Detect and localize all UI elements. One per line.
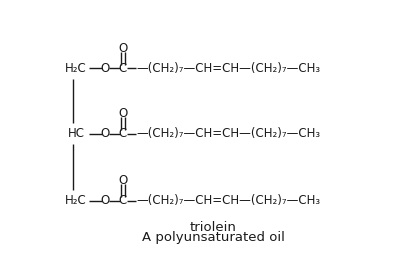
Text: C: C bbox=[119, 62, 127, 75]
Text: H₂C: H₂C bbox=[65, 194, 87, 207]
Text: O: O bbox=[101, 62, 110, 75]
Text: —(CH₂)₇—CH=CH—(CH₂)₇—CH₃: —(CH₂)₇—CH=CH—(CH₂)₇—CH₃ bbox=[136, 127, 321, 140]
Text: O: O bbox=[101, 127, 110, 140]
Text: O: O bbox=[118, 42, 128, 55]
Text: O: O bbox=[118, 174, 128, 188]
Text: HC: HC bbox=[68, 127, 85, 140]
Text: C: C bbox=[119, 194, 127, 207]
Text: A polyunsaturated oil: A polyunsaturated oil bbox=[142, 231, 285, 244]
Text: —(CH₂)₇—CH=CH—(CH₂)₇—CH₃: —(CH₂)₇—CH=CH—(CH₂)₇—CH₃ bbox=[136, 194, 321, 207]
Text: H₂C: H₂C bbox=[65, 62, 87, 75]
Text: —(CH₂)₇—CH=CH—(CH₂)₇—CH₃: —(CH₂)₇—CH=CH—(CH₂)₇—CH₃ bbox=[136, 62, 321, 75]
Text: O: O bbox=[101, 194, 110, 207]
Text: O: O bbox=[118, 107, 128, 120]
Text: C: C bbox=[119, 127, 127, 140]
Text: triolein: triolein bbox=[190, 221, 237, 234]
